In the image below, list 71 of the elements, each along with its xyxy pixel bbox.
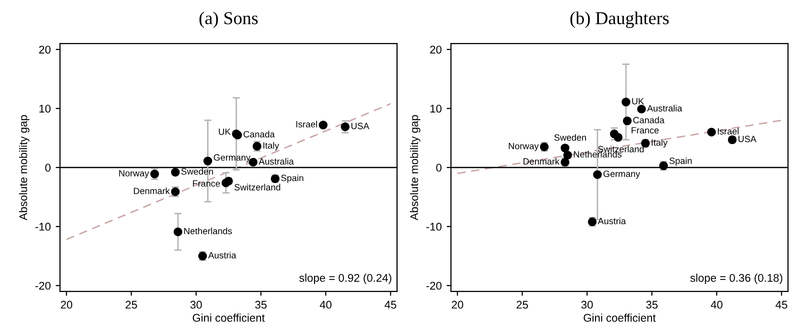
y-tick-label: 20: [430, 46, 442, 54]
y-tick-label: 20: [39, 46, 51, 54]
y-axis-title: Absolute mobility gap: [410, 115, 420, 220]
point: [150, 170, 159, 178]
annotation: Canada: [633, 116, 664, 124]
x-axis-title: Gini coefficient: [584, 314, 656, 322]
annotation: USA: [351, 122, 370, 130]
chart-title: (a) Sons: [199, 12, 258, 28]
annotation: Israel: [296, 120, 317, 128]
y-tick-label: 10: [39, 104, 51, 113]
y-tick-label: 0: [436, 164, 442, 172]
y-tick-label: -20: [35, 282, 51, 290]
x-tick-label: 25: [126, 300, 138, 309]
annotation: Netherlands: [184, 228, 232, 234]
annotation: Australia: [647, 104, 682, 112]
point: [563, 150, 572, 160]
annotation: Austria: [208, 252, 236, 258]
x-tick-label: 30: [581, 300, 593, 309]
annotation: Sweden: [181, 168, 213, 175]
point: [203, 156, 212, 166]
annotation: Italy: [263, 142, 280, 150]
annotation: Austria: [598, 218, 626, 224]
x-tick-label: 20: [60, 300, 72, 309]
x-tick-label: 35: [646, 300, 658, 309]
annotation: Netherlands: [574, 150, 622, 158]
annotation: Spain: [281, 174, 304, 183]
point: [560, 144, 570, 152]
annotation: Switzerland: [234, 184, 280, 190]
annotation: USA: [738, 136, 756, 142]
point: [318, 120, 328, 130]
annotation: France: [632, 127, 659, 134]
y-tick-label: 0: [45, 164, 51, 172]
annotation: UK: [632, 98, 644, 104]
annotation: Italy: [652, 139, 668, 148]
annotation: Denmark: [524, 158, 560, 165]
y-tick-label: -10: [35, 222, 51, 231]
annotation: slope = 0.92 (0.24): [299, 274, 392, 284]
x-tick-label: 35: [255, 300, 267, 309]
point: [637, 104, 646, 114]
annotation: Norway: [119, 170, 150, 178]
annotation: Denmark: [134, 187, 170, 194]
y-tick-label: 10: [430, 104, 442, 113]
point: [340, 122, 350, 132]
annotation: Sweden: [554, 134, 586, 141]
annotation: Australia: [258, 158, 294, 165]
y-tick-label: -10: [426, 222, 442, 231]
x-tick-label: 25: [516, 300, 528, 309]
x-tick-label: 45: [776, 300, 788, 309]
point: [174, 227, 182, 236]
annotation: Norway: [508, 142, 539, 152]
annotation: Germany: [603, 170, 640, 179]
chart-title: (b) Daughters: [570, 12, 669, 28]
y-axis-title: Absolute mobility gap: [19, 115, 30, 220]
point: [622, 98, 630, 106]
annotation: Spain: [670, 157, 692, 166]
annotation: Israel: [718, 128, 739, 135]
annotation: UK: [218, 128, 231, 135]
x-tick-label: 20: [452, 300, 464, 309]
point: [707, 128, 716, 136]
annotation: Switzerland: [598, 146, 644, 152]
annotation: France: [193, 180, 220, 187]
x-axis-title: Gini coefficient: [192, 314, 265, 322]
x-tick-label: 40: [710, 300, 722, 309]
point: [593, 170, 602, 179]
annotation: Canada: [244, 130, 275, 138]
x-tick-label: 45: [384, 300, 396, 309]
x-tick-label: 40: [320, 300, 332, 309]
annotation: slope = 0.36 (0.18): [690, 274, 782, 284]
x-tick-label: 30: [190, 300, 202, 309]
annotation: Germany: [214, 154, 250, 162]
y-tick-label: -20: [426, 282, 442, 290]
